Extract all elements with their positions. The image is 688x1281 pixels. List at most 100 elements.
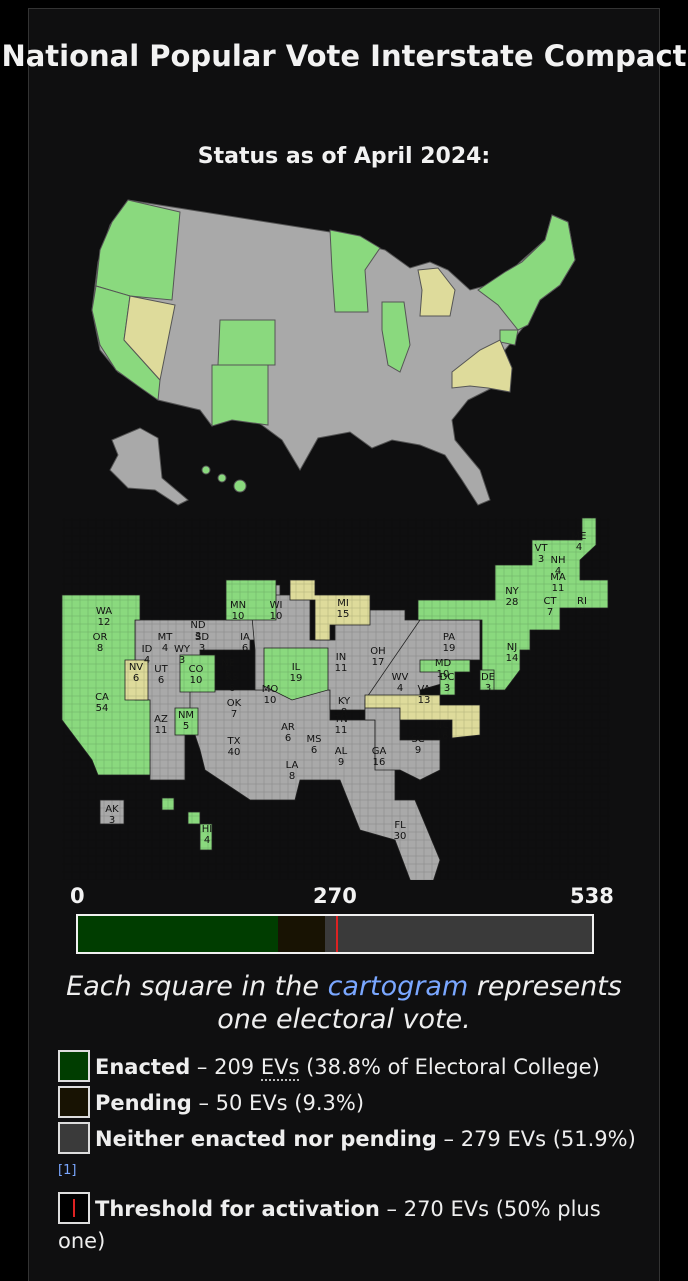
cartogram-label-wy: WY 3	[174, 644, 191, 666]
cartogram-label-ms: MS 6	[307, 734, 322, 756]
map-wa-or	[95, 199, 181, 301]
bar-pending-segment	[277, 916, 326, 952]
cartogram-label-md: MD 10	[435, 658, 452, 680]
bar-enacted-segment	[78, 916, 278, 952]
map-hi-2	[217, 473, 227, 483]
cartogram-label-az: AZ 11	[154, 714, 168, 736]
cartogram-label-ak: AK 3	[105, 804, 119, 826]
cartogram-label-va: VA 13	[417, 684, 430, 706]
cartogram-label-tx: TX 40	[227, 736, 241, 758]
cartogram-label-ks: KS 6	[226, 672, 239, 694]
cartogram-label-nd: ND 3	[190, 620, 205, 642]
pending-swatch	[58, 1086, 90, 1118]
ev-cartogram[interactable]	[61, 517, 610, 880]
cartogram-label-ga: GA 16	[372, 746, 387, 768]
evs-link[interactable]: EVs	[260, 1055, 300, 1081]
ev-progress-bar	[76, 914, 594, 954]
cartogram-label-la: LA 8	[286, 760, 299, 782]
map-md	[499, 329, 519, 346]
cartogram-label-de: DE 3	[481, 672, 495, 694]
cartogram-label-ca: CA 54	[95, 692, 109, 714]
us-state-map[interactable]	[91, 199, 576, 506]
cartogram-label-wa: WA 12	[96, 606, 112, 628]
page-title: National Popular Vote Interstate Compact	[1, 39, 687, 73]
cartogram-label-tn: TN 11	[333, 714, 348, 736]
cartogram-label-ia: IA 6	[240, 632, 250, 654]
cartogram-label-pa: PA 19	[443, 632, 456, 654]
cartogram-label-id: ID 4	[142, 644, 153, 666]
maps-svg: WA 12 OR 8 CA 54 NV 6ID 4 MT 4 WY 3 UT 6 AZ 11 CO 10 NM 5 ND 3…	[61, 199, 610, 880]
legend-threshold: Threshold for activation – 270 EVs (50% …	[58, 1192, 648, 1257]
legend-neither: Neither enacted nor pending – 279 EVs (5…	[58, 1122, 648, 1187]
cartogram-label-mi: MI 15	[337, 598, 350, 620]
bar-min-label: 0	[70, 884, 85, 908]
enacted-percent: (38.8% of Electoral College)	[299, 1055, 600, 1079]
map-va-nc	[451, 339, 513, 393]
cartogram-grid	[62, 518, 610, 880]
cartogram-label-ar: AR 6	[281, 722, 295, 744]
cartogram-label-fl: FL 30	[394, 820, 407, 842]
caption-text-before: Each square in the	[66, 971, 328, 1002]
cartogram-label-mt: MT 4	[158, 632, 174, 654]
map-nm	[211, 364, 269, 427]
cartogram-label-mn: MN 10	[230, 600, 246, 622]
neither-label: Neither enacted nor pending	[95, 1127, 437, 1151]
cartogram-label-or: OR 8	[93, 632, 108, 654]
map-ak	[109, 427, 189, 506]
bar-max-label: 538	[570, 884, 614, 908]
cartogram-label-nv: NV 6	[129, 662, 143, 684]
cartogram-labels: WA 12 OR 8 CA 54 NV 6ID 4 MT 4 WY 3 UT 6 AZ 11 CO 10 NM 5 ND 3…	[93, 531, 587, 846]
cartogram-label-me: ME 4	[572, 531, 587, 553]
cartogram-label-mo: MO 10	[262, 684, 279, 706]
bar-mid-label: 270	[313, 884, 357, 908]
cartogram-label-ma: MA 11	[550, 572, 566, 594]
cartogram-label-in: IN 11	[335, 652, 348, 674]
map-co	[217, 319, 276, 366]
cartogram-label-ne: NE 5	[221, 658, 235, 680]
cartogram-label-nh: NH 4	[551, 555, 566, 577]
reference-link[interactable]: [1]	[58, 1163, 77, 1178]
neither-count: – 279 EVs (51.9%)	[436, 1127, 636, 1151]
cartogram-label-ri: RI 4	[577, 596, 587, 618]
bar-threshold-marker	[335, 916, 338, 952]
threshold-count: – 270 EVs (50% plus one)	[58, 1197, 601, 1253]
threshold-swatch	[58, 1192, 90, 1224]
cartogram-caption: Each square in the cartogram represents …	[40, 970, 648, 1036]
cartogram-label-co: CO 10	[189, 664, 204, 686]
cartogram-label-oh: OH 17	[370, 646, 385, 668]
threshold-label: Threshold for activation	[95, 1197, 380, 1221]
cartogram-label-sc: SC 9	[411, 734, 424, 756]
cartogram-link[interactable]: cartogram	[327, 971, 469, 1002]
legend-pending: Pending – 50 EVs (9.3%)	[58, 1086, 648, 1119]
cartogram-label-ny: NY 28	[505, 586, 519, 608]
cartogram-label-nc: NC 16	[435, 720, 449, 742]
enacted-label: Enacted	[95, 1055, 191, 1079]
cartogram-label-ky: KY 8	[338, 696, 351, 718]
cartogram-label-il: IL 19	[290, 662, 303, 684]
map-nv	[123, 295, 176, 382]
cartogram-label-vt: VT 3	[535, 543, 549, 565]
cartogram-label-wi: WI 10	[270, 600, 283, 622]
map-hi-3	[233, 479, 247, 493]
caption-text-after: represents one electoral vote.	[217, 971, 622, 1035]
status-subtitle: Status as of April 2024:	[197, 144, 491, 169]
legend-enacted: Enacted – 209 EVs (38.8% of Electoral Co…	[58, 1050, 648, 1083]
cartogram-label-al: AL 9	[335, 746, 348, 768]
map-il	[381, 301, 411, 373]
map-mn	[329, 229, 381, 313]
pending-label: Pending	[95, 1091, 192, 1115]
cartogram-label-hi: HI 4	[202, 824, 212, 846]
cartogram-label-wv: WV 4	[392, 672, 409, 694]
cartogram-label-sd: SD 3	[195, 632, 209, 654]
cartogram-label-ok: OK 7	[227, 698, 242, 720]
map-mi	[417, 267, 456, 317]
enacted-swatch	[58, 1050, 90, 1082]
cartogram-label-nj: NJ 14	[506, 642, 519, 664]
map-hi-1	[201, 465, 211, 475]
cartogram-label-nm: NM 5	[178, 710, 194, 732]
cartogram-label-ut: UT 6	[154, 664, 168, 686]
neither-swatch	[58, 1122, 90, 1154]
pending-count: – 50 EVs (9.3%)	[191, 1091, 365, 1115]
cartogram-label-dc: DC 3	[440, 672, 455, 694]
cartogram-label-ct: CT 7	[543, 596, 557, 618]
